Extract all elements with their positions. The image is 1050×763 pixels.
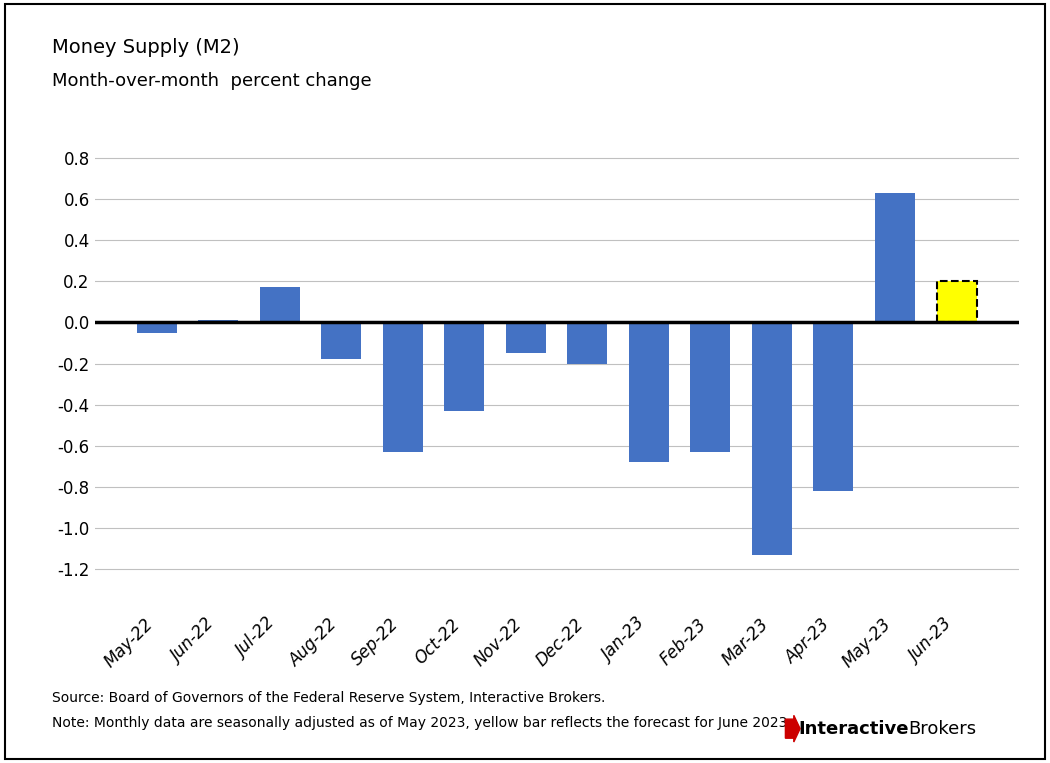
Bar bbox=[321, 323, 361, 359]
Bar bbox=[937, 282, 976, 323]
Bar bbox=[444, 323, 484, 411]
Bar bbox=[259, 288, 299, 323]
Text: Month-over-month  percent change: Month-over-month percent change bbox=[52, 72, 372, 91]
Bar bbox=[506, 323, 546, 353]
Bar bbox=[382, 323, 423, 452]
Bar bbox=[567, 323, 607, 364]
Text: Money Supply (M2): Money Supply (M2) bbox=[52, 38, 240, 57]
Bar bbox=[875, 193, 915, 323]
Bar bbox=[752, 323, 792, 555]
Bar bbox=[136, 323, 176, 333]
Text: Note: Monthly data are seasonally adjusted as of May 2023, yellow bar reflects t: Note: Monthly data are seasonally adjust… bbox=[52, 716, 793, 729]
Text: Interactive: Interactive bbox=[798, 720, 908, 738]
Bar bbox=[937, 282, 976, 323]
Text: Brokers: Brokers bbox=[908, 720, 976, 738]
Bar bbox=[690, 323, 731, 452]
Bar bbox=[198, 320, 238, 323]
Bar bbox=[814, 323, 854, 491]
Text: Source: Board of Governors of the Federal Reserve System, Interactive Brokers.: Source: Board of Governors of the Federa… bbox=[52, 691, 606, 704]
Bar bbox=[629, 323, 669, 462]
